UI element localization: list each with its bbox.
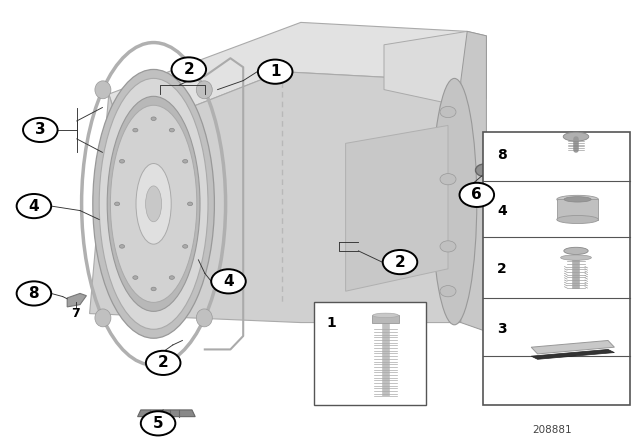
Text: 3: 3 [35,122,45,138]
Circle shape [172,57,206,82]
Polygon shape [346,125,448,291]
Circle shape [151,117,156,121]
Circle shape [258,60,292,84]
Circle shape [17,281,51,306]
Circle shape [211,269,246,293]
Circle shape [133,128,138,132]
Text: 208881: 208881 [532,425,572,435]
Text: 5: 5 [153,416,163,431]
Ellipse shape [196,81,212,99]
Text: 4: 4 [223,274,234,289]
Text: 2: 2 [395,254,405,270]
Ellipse shape [440,286,456,297]
FancyBboxPatch shape [483,132,630,405]
FancyBboxPatch shape [557,199,598,220]
Ellipse shape [93,69,214,338]
Circle shape [133,276,138,280]
Circle shape [151,287,156,291]
Ellipse shape [146,186,161,222]
Circle shape [182,159,188,163]
Text: 2: 2 [158,355,168,370]
Ellipse shape [99,78,208,329]
FancyBboxPatch shape [314,302,426,405]
Circle shape [460,183,494,207]
Text: 4: 4 [497,203,507,218]
Ellipse shape [561,255,591,260]
Ellipse shape [372,313,399,318]
Text: 7: 7 [71,307,80,320]
FancyBboxPatch shape [372,315,399,323]
Circle shape [141,411,175,435]
Ellipse shape [110,105,197,302]
Ellipse shape [564,247,588,254]
Ellipse shape [476,164,493,177]
Ellipse shape [564,197,591,202]
Ellipse shape [440,241,456,252]
Text: 1: 1 [270,64,280,79]
Polygon shape [90,72,461,323]
Ellipse shape [563,132,589,141]
Ellipse shape [557,195,598,203]
Polygon shape [138,410,195,417]
Text: 2: 2 [184,62,194,77]
Polygon shape [461,31,486,332]
Ellipse shape [432,78,477,325]
Ellipse shape [136,164,172,244]
Circle shape [17,194,51,218]
Text: 4: 4 [29,198,39,214]
Text: 8: 8 [29,286,39,301]
Polygon shape [109,22,467,134]
Ellipse shape [440,107,456,118]
Circle shape [383,250,417,274]
Circle shape [169,128,174,132]
Circle shape [146,351,180,375]
Text: 2: 2 [497,262,507,276]
Text: 1: 1 [326,316,336,330]
Circle shape [120,159,125,163]
Circle shape [120,245,125,248]
Circle shape [169,276,174,280]
Polygon shape [67,293,86,307]
Ellipse shape [95,309,111,327]
Circle shape [188,202,193,206]
Text: 3: 3 [497,322,507,336]
Text: 8: 8 [497,148,507,163]
Circle shape [115,202,120,206]
Polygon shape [531,340,614,354]
Ellipse shape [557,215,598,224]
Ellipse shape [440,173,456,185]
Polygon shape [531,349,614,359]
Circle shape [23,118,58,142]
Ellipse shape [107,96,200,311]
Circle shape [182,245,188,248]
Polygon shape [384,31,486,108]
Ellipse shape [196,309,212,327]
Ellipse shape [95,81,111,99]
Text: 6: 6 [472,187,482,202]
